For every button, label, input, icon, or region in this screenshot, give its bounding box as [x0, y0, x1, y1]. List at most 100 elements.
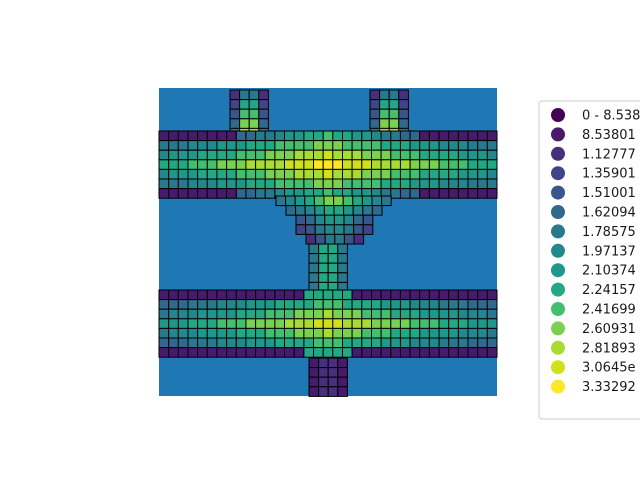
map-cell [487, 179, 497, 189]
map-cell [352, 319, 362, 329]
map-cell [468, 300, 478, 310]
map-cell [227, 319, 237, 329]
map-cell [324, 196, 334, 206]
map-cell [380, 90, 390, 100]
map-cell [246, 189, 256, 199]
map-cell [178, 348, 188, 358]
map-cell [256, 131, 266, 141]
map-cell [353, 196, 363, 206]
legend-marker [551, 263, 565, 277]
map-cell [188, 150, 198, 160]
map-cell [381, 141, 391, 151]
map-cell [380, 100, 390, 110]
map-cell [420, 141, 430, 151]
map-cell [389, 90, 399, 100]
map-cell [188, 189, 198, 199]
map-cell [323, 179, 333, 189]
map-cell [285, 348, 295, 358]
map-cell [256, 141, 266, 151]
map-cell [188, 328, 198, 338]
map-cell [328, 263, 338, 273]
map-cell [304, 160, 314, 170]
map-cell [381, 300, 391, 310]
map-cell [468, 290, 478, 300]
map-cell [362, 348, 372, 358]
legend-marker [551, 283, 565, 297]
map-cell [309, 263, 319, 273]
map-cell [217, 300, 227, 310]
map-cell [458, 189, 468, 199]
map-cell [207, 150, 217, 160]
map-cell [420, 160, 430, 170]
map-cell [381, 348, 391, 358]
map-cell [478, 179, 488, 189]
legend-marker [551, 321, 565, 335]
map-cell [159, 290, 169, 300]
map-cell [198, 189, 208, 199]
map-cell [487, 290, 497, 300]
map-cell [236, 309, 246, 319]
map-cell [389, 100, 399, 110]
map-cell [400, 328, 410, 338]
map-cell [294, 319, 304, 329]
map-cell [285, 169, 295, 179]
map-cell [314, 309, 324, 319]
map-cell [227, 141, 237, 151]
legend-label: 3.0645e [582, 361, 636, 376]
map-cell [188, 141, 198, 151]
map-cell [314, 196, 324, 206]
map-cell [410, 348, 420, 358]
map-cell [169, 290, 179, 300]
map-cell [198, 319, 208, 329]
map-cell [399, 100, 409, 110]
map-cell [429, 309, 439, 319]
map-cell [304, 169, 314, 179]
map-cell [487, 309, 497, 319]
map-cell [478, 160, 488, 170]
map-cell [246, 348, 256, 358]
map-cell [246, 160, 256, 170]
map-cell [314, 328, 324, 338]
map-cell [159, 319, 169, 329]
map-cell [285, 131, 295, 141]
map-cell [265, 131, 275, 141]
legend-marker [551, 302, 565, 316]
map-cell [338, 273, 348, 283]
map-cell [458, 300, 468, 310]
map-cell [372, 328, 382, 338]
map-cell [314, 150, 324, 160]
map-cell [323, 150, 333, 160]
map-cell [478, 319, 488, 329]
map-cell [363, 215, 373, 225]
map-cell [333, 141, 343, 151]
map-cell [236, 319, 246, 329]
map-cell [343, 150, 353, 160]
map-cell [236, 338, 246, 348]
map-cell [391, 141, 401, 151]
legend-label: 2.41699 [582, 303, 636, 318]
map-cell [333, 319, 343, 329]
map-cell [439, 169, 449, 179]
map-cell [449, 290, 459, 300]
map-cell [198, 131, 208, 141]
map-cell [276, 196, 286, 206]
map-cell [352, 150, 362, 160]
map-cell [227, 169, 237, 179]
map-cell [449, 150, 459, 160]
map-cell [389, 109, 399, 119]
map-cell [391, 328, 401, 338]
map-cell [217, 189, 227, 199]
map-cell [178, 189, 188, 199]
map-cell [372, 290, 382, 300]
map-cell [381, 160, 391, 170]
map-cell [319, 273, 329, 283]
map-cell [323, 169, 333, 179]
map-cell [362, 131, 372, 141]
map-cell [420, 169, 430, 179]
map-cell [236, 169, 246, 179]
map-cell [399, 119, 409, 129]
map-cell [294, 328, 304, 338]
map-cell [478, 290, 488, 300]
map-cell [198, 141, 208, 151]
map-cell [429, 319, 439, 329]
